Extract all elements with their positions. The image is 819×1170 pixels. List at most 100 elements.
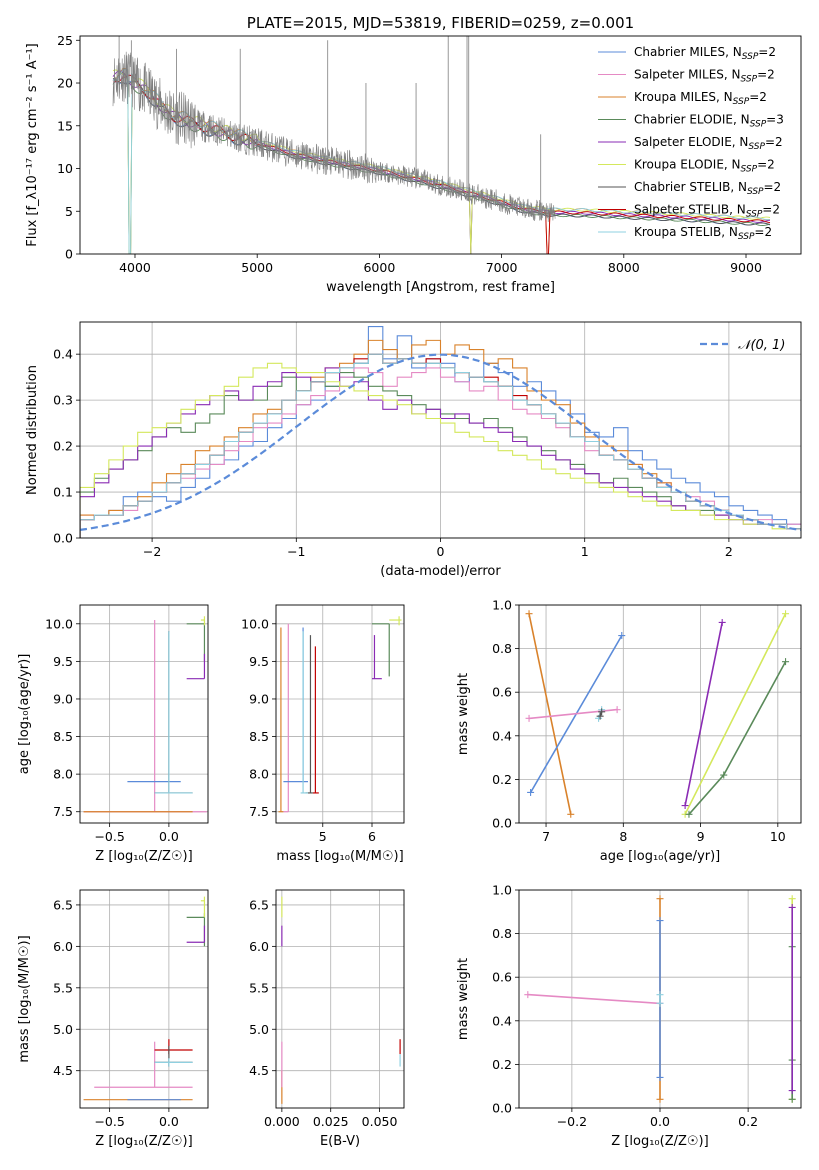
- x-tick-label: −0.2: [557, 1114, 587, 1129]
- x-tick-label: 0.050: [362, 1114, 398, 1129]
- panel-age-vs-metallicity: −0.5 0.0 7.5 8.0 8.5 9.0 9.5 10.0 Z [log₁₀(Z/Z☉)…: [17, 604, 209, 864]
- data-point: [300, 631, 308, 794]
- data-marker: [720, 771, 728, 779]
- y-tick-label: 0.2: [53, 439, 73, 454]
- y-tick-label: 8.5: [53, 729, 73, 744]
- legend-entry-name: Kroupa MILES, N: [634, 90, 733, 104]
- legend-entry-sub: SSP: [747, 187, 764, 197]
- data-point: [154, 1045, 193, 1067]
- y-tick-label: 8.5: [249, 729, 269, 744]
- plot-area: [276, 890, 404, 1108]
- data-marker: [656, 917, 664, 925]
- legend-entry-name: Salpeter ELODIE, N: [634, 135, 748, 149]
- data-marker: [681, 802, 689, 810]
- data-point: [83, 620, 207, 813]
- legend-entry: Kroupa MILES, NSSP=2: [634, 90, 767, 107]
- panel-mass-weight-vs-age: 7 8 9 10 0.0 0.2 0.4 0.6 0.8 1.0 age [log₁₀(age/yr…: [456, 598, 802, 864]
- legend-entry-name: Salpeter STELIB, N: [634, 203, 746, 217]
- y-tick-label: 0: [65, 247, 73, 262]
- x-tick-label: 0.025: [313, 1114, 349, 1129]
- y-tick-label: 25: [57, 33, 73, 48]
- x-tick-label: 0.000: [264, 1114, 300, 1129]
- legend-entry-name: Salpeter MILES, N: [634, 68, 741, 82]
- y-tick-label: 0.4: [492, 728, 512, 743]
- legend-entry-sub: SSP: [746, 210, 763, 220]
- legend-entry: Salpeter ELODIE, NSSP=2: [634, 135, 783, 152]
- y-tick-label: 7.5: [249, 804, 269, 819]
- legend-entry-name: Kroupa ELODIE, N: [634, 158, 741, 172]
- legend-entry-suffix: =2: [749, 90, 767, 104]
- legend-entry-suffix: =3: [766, 113, 784, 127]
- y-tick-label: 9.5: [249, 654, 269, 669]
- data-point: [283, 627, 308, 783]
- x-tick-label: 8: [619, 829, 627, 844]
- x-tick-label: 0.0: [650, 1114, 670, 1129]
- legend-entry-name: Chabrier MILES, N: [634, 45, 742, 59]
- legend-entry-sub: SSP: [750, 120, 767, 130]
- panel-mass-vs-ebv: 0.000 0.025 0.050 4.5 5.0 5.5 6.0 6.5 E(B-V): [249, 889, 405, 1149]
- y-tick-label: 5.0: [249, 1022, 269, 1037]
- data-point: [186, 925, 206, 943]
- data-point: [154, 1058, 193, 1067]
- legend-entry-name: Kroupa STELIB, N: [634, 225, 738, 239]
- x-tick-label: 6000: [363, 260, 395, 275]
- data-marker: [525, 610, 533, 618]
- legend-entry: 𝒩(0, 1): [738, 338, 785, 353]
- series-line: [684, 613, 787, 815]
- legend-entry-sub: SSP: [733, 97, 750, 107]
- axes-frame: [275, 604, 405, 824]
- panel-residuals: −2 −1 0 1 2 0.0 0.1 0.2 0.3 0.4 (data-model)/error…: [25, 321, 802, 579]
- data-marker: [656, 1095, 664, 1103]
- data-point: [200, 616, 206, 626]
- x-tick-label: −0.5: [94, 829, 124, 844]
- legend-entry-suffix: =2: [762, 203, 780, 217]
- data-marker: [527, 788, 535, 796]
- y-tick-label: 0.0: [53, 531, 73, 546]
- data-point: [312, 646, 319, 794]
- x-tick-label: 0.0: [159, 1114, 179, 1129]
- y-tick-label: 10.0: [241, 616, 269, 631]
- axes-frame: [79, 889, 209, 1109]
- y-tick-label: 0.1: [53, 485, 73, 500]
- y-tick-label: 9.0: [249, 691, 269, 706]
- y-tick-label: 0.2: [492, 1057, 512, 1072]
- x-axis-label: E(B-V): [320, 1134, 360, 1149]
- y-tick-label: 6.0: [249, 939, 269, 954]
- y-tick-label: 4.5: [249, 1063, 269, 1078]
- panel-mass-vs-metallicity: −0.5 0.0 4.5 5.0 5.5 6.0 6.5 Z [log₁₀(Z/Z☉)] mas…: [17, 889, 209, 1149]
- plot-area: [276, 605, 404, 823]
- data-marker: [685, 810, 693, 818]
- data-marker: [656, 991, 664, 999]
- y-tick-label: 0.0: [492, 816, 512, 831]
- legend-entry-suffix: =2: [754, 225, 772, 239]
- y-tick-label: 1.0: [492, 883, 512, 898]
- series-line: [688, 661, 787, 815]
- data-marker: [656, 1073, 664, 1081]
- plot-area: [80, 322, 801, 538]
- legend-entry: Chabrier ELODIE, NSSP=3: [634, 113, 784, 130]
- data-marker: [618, 632, 626, 640]
- data-marker: [656, 895, 664, 903]
- histogram-step-series: [80, 367, 801, 538]
- panel-mass-weight-vs-metallicity: −0.2 0.0 0.2 0.0 0.2 0.4 0.6 0.8 1.0 Z [log₁₀(Z/Z…: [456, 883, 802, 1149]
- data-marker: [524, 991, 532, 999]
- y-tick-label: 0.3: [53, 393, 73, 408]
- y-axis-label: Normed distribution: [25, 365, 40, 495]
- x-tick-label: 6: [368, 829, 376, 844]
- legend-entry: Salpeter STELIB, NSSP=2: [634, 203, 780, 220]
- y-tick-label: 1.0: [492, 598, 512, 613]
- y-tick-label: 9.5: [53, 654, 73, 669]
- legend-entry-name: Chabrier STELIB, N: [634, 180, 747, 194]
- y-tick-label: 10.0: [45, 616, 73, 631]
- legend-entry-suffix: =2: [757, 68, 775, 82]
- gaussian-curve: [80, 353, 801, 531]
- y-tick-label: 8.0: [249, 767, 269, 782]
- x-tick-label: 7: [542, 829, 550, 844]
- data-marker: [567, 810, 575, 818]
- y-tick-label: 15: [57, 118, 73, 133]
- chart-title: PLATE=2015, MJD=53819, FIBERID=0259, z=0…: [247, 14, 634, 32]
- panel-spectrum: 4000 5000 6000 7000 8000 9000 0 5 10 15 20 25 wavele…: [25, 14, 802, 295]
- axes-frame: [79, 321, 802, 539]
- y-tick-label: 8.0: [53, 767, 73, 782]
